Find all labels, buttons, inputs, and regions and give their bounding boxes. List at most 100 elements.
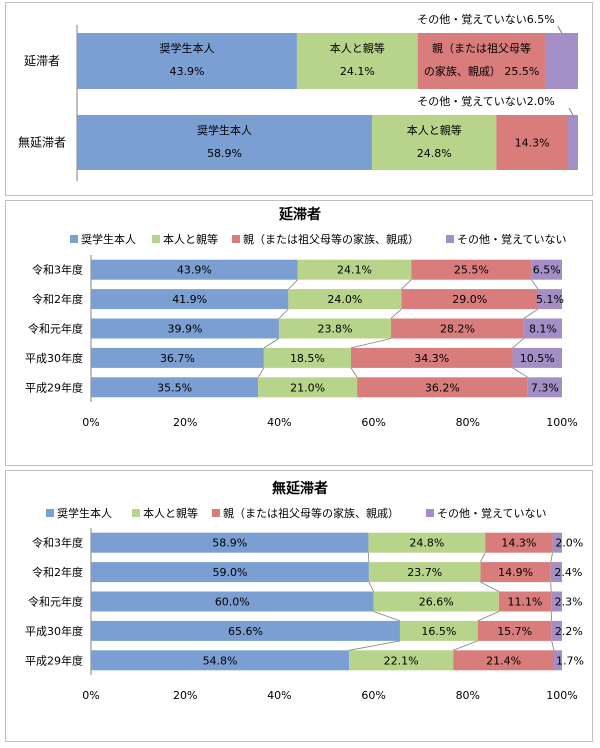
bar-segment — [373, 591, 499, 612]
bar-segment — [349, 650, 454, 671]
data-label: 14.3% — [515, 137, 550, 150]
bar-segment — [537, 289, 562, 310]
series-connector-line — [263, 338, 280, 349]
legend-label: 親（または祖父母等の家族、親戚） — [243, 232, 419, 246]
bar-segment — [485, 532, 553, 553]
series-connector-line — [390, 308, 402, 319]
data-label: 65.6% — [228, 625, 263, 638]
callout-label: その他・覚えていない2.0% — [417, 95, 554, 108]
segment-name-label: 奨学生本人 — [197, 123, 252, 137]
callout-label: その他・覚えていない6.5% — [417, 13, 554, 26]
bar-segment — [552, 532, 562, 553]
data-label: 36.7% — [160, 352, 195, 365]
data-label: 23.7% — [407, 566, 442, 579]
bar-segment — [411, 259, 532, 280]
series-connector-line — [531, 279, 539, 290]
data-label: 8.1% — [529, 323, 557, 336]
bar-segment — [278, 318, 392, 339]
bar-segment — [477, 620, 552, 641]
legend-swatch — [212, 509, 220, 517]
category-label: 無延滞者 — [18, 135, 66, 150]
data-label: 21.4% — [486, 654, 521, 667]
bar-segment — [91, 347, 264, 368]
bar-segment — [258, 377, 358, 398]
series-connector-line — [550, 552, 553, 563]
data-label: 5.1% — [536, 293, 564, 306]
series-connector-line — [368, 581, 374, 592]
data-label: 2.4% — [554, 566, 582, 579]
legend-swatch — [232, 235, 240, 243]
x-tick-label: 80% — [456, 416, 480, 429]
data-label: 24.1% — [337, 264, 372, 277]
data-label: 60.0% — [215, 596, 250, 609]
category-label: 令和3年度 — [32, 536, 83, 550]
legend-swatch — [152, 235, 160, 243]
bar-segment — [368, 562, 481, 583]
bar-segment — [551, 591, 562, 612]
bar-segment — [296, 33, 418, 89]
x-tick-label: 100% — [546, 416, 577, 429]
bar-segment — [91, 591, 374, 612]
legend-label: その他・覚えていない — [457, 233, 566, 246]
bar-segment — [551, 620, 562, 641]
data-label: 39.9% — [167, 323, 202, 336]
chart-title: 無延滞者 — [272, 480, 328, 497]
data-label: 59.0% — [212, 566, 247, 579]
data-label: 26.6% — [419, 596, 454, 609]
bar-segment — [512, 347, 562, 368]
category-label: 延滞者 — [24, 54, 60, 68]
summary-chart-panel: 延滞者 奨学生本人 43.9% 本人と親等 24.1% 親（または祖父母等 の家族、親戚） … — [5, 2, 593, 196]
legend-label: 本人と親等 — [143, 506, 198, 520]
bar-segment — [91, 562, 369, 583]
bar-segment — [288, 289, 402, 310]
legend-label: その他・覚えていない — [437, 507, 546, 520]
x-tick-label: 40% — [267, 416, 291, 429]
series-connector-line — [350, 367, 358, 378]
category-label: 令和2年度 — [32, 565, 83, 579]
data-label: 43.9% — [169, 65, 204, 78]
bar-segment — [550, 562, 562, 583]
series-connector-line — [512, 367, 528, 378]
x-tick-label: 100% — [546, 689, 577, 702]
series-connector-line — [551, 640, 555, 651]
data-label: 24.8% — [409, 537, 444, 550]
series-connector-line — [278, 308, 289, 319]
bar-segment — [372, 115, 497, 170]
category-label: 平成29年度 — [25, 653, 83, 667]
bar-segment — [91, 259, 298, 280]
data-label: 22.1% — [384, 654, 419, 667]
bar-segment — [417, 33, 546, 89]
data-label: 43.9% — [177, 264, 212, 277]
category-label: 令和2年度 — [32, 292, 83, 306]
x-tick-label: 20% — [173, 416, 197, 429]
callout-leader — [557, 25, 563, 34]
x-tick-label: 80% — [456, 689, 480, 702]
bar-segment — [91, 650, 350, 671]
bar-segment — [391, 318, 524, 339]
chart-title: 延滞者 — [278, 206, 321, 223]
legend-label: 奨学生本人 — [81, 232, 136, 246]
series-connector-line — [477, 611, 500, 622]
series-connector-line — [523, 308, 539, 319]
series-connector-line — [401, 279, 412, 290]
bar-segment — [553, 650, 562, 671]
bar-segment — [77, 33, 297, 89]
callout-leader — [568, 107, 574, 116]
data-label: 14.9% — [498, 566, 533, 579]
series-connector-line — [480, 552, 486, 563]
bar-segment — [567, 115, 578, 170]
data-label: 41.9% — [172, 293, 207, 306]
data-label: 18.5% — [290, 352, 325, 365]
bar-segment — [496, 115, 568, 170]
bar-segment — [401, 289, 538, 310]
x-tick-label: 0% — [82, 416, 99, 429]
bar-segment — [350, 347, 513, 368]
category-label: 平成30年度 — [25, 351, 83, 365]
legend-label: 本人と親等 — [163, 232, 218, 246]
series-connector-line — [480, 581, 500, 592]
bar-segment — [77, 115, 373, 170]
data-label: 21.0% — [290, 381, 325, 394]
series-connector-line — [349, 640, 401, 651]
bar-segment — [263, 347, 351, 368]
